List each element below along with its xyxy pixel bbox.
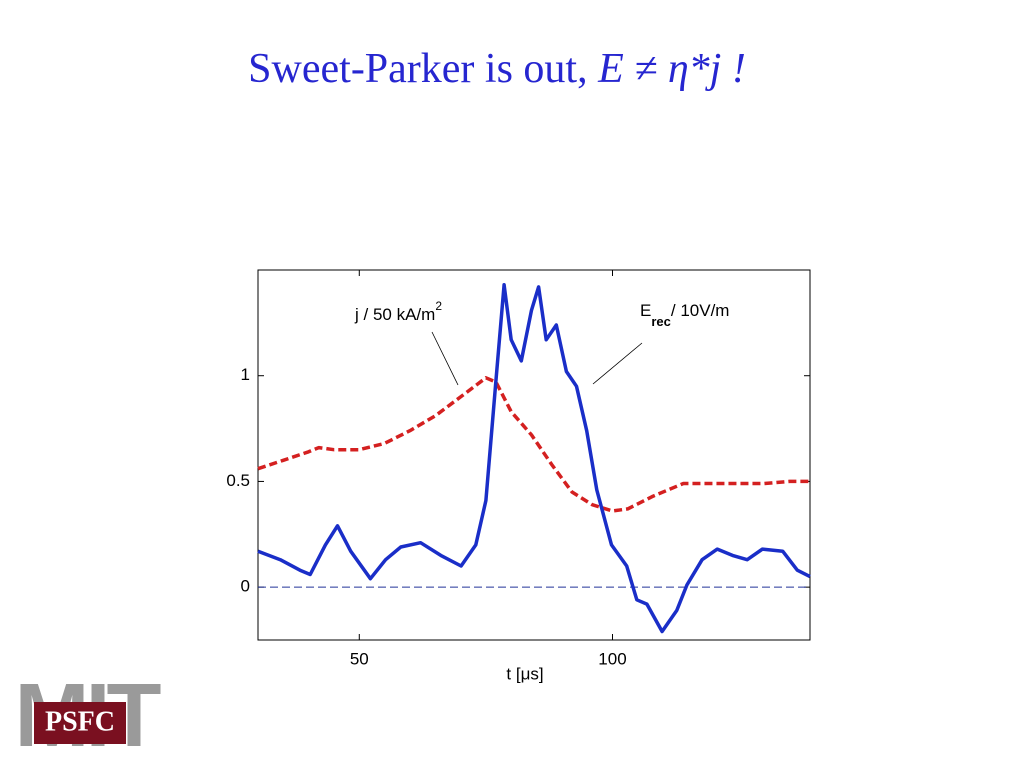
series-line — [257, 283, 811, 634]
y-tick-label: 0.5 — [226, 471, 250, 490]
x-axis-label: t [μs] — [506, 664, 543, 683]
annotation-suffix: / 10V/m — [671, 301, 730, 320]
y-tick-label: 1 — [241, 365, 250, 384]
plot-frame — [257, 269, 811, 641]
logo: MIT PSFC — [15, 666, 166, 766]
logo-box — [34, 702, 126, 744]
title-text: Sweet-Parker is out, — [248, 46, 587, 92]
annotation-text: j / 50 kA/m — [354, 305, 435, 324]
slide-title: Sweet-Parker is out, E ≠ η*j ! — [248, 46, 746, 92]
annotation-superscript: 2 — [435, 299, 442, 313]
series-line — [257, 376, 810, 513]
y-tick-label: 0 — [241, 577, 250, 596]
annotation-subscript: rec — [651, 314, 671, 329]
annotation-text: E — [640, 301, 651, 320]
leader-line — [592, 342, 643, 385]
x-tick-label: 100 — [598, 649, 626, 668]
x-tick-label: 50 — [350, 649, 369, 668]
leader-line — [431, 331, 459, 386]
annotation: Erec/ 10V/m — [640, 301, 729, 329]
logo-inner: PSFC — [45, 706, 115, 737]
title-formula: E ≠ η*j ! — [597, 46, 746, 92]
annotation: j / 50 kA/m2 — [354, 299, 442, 324]
